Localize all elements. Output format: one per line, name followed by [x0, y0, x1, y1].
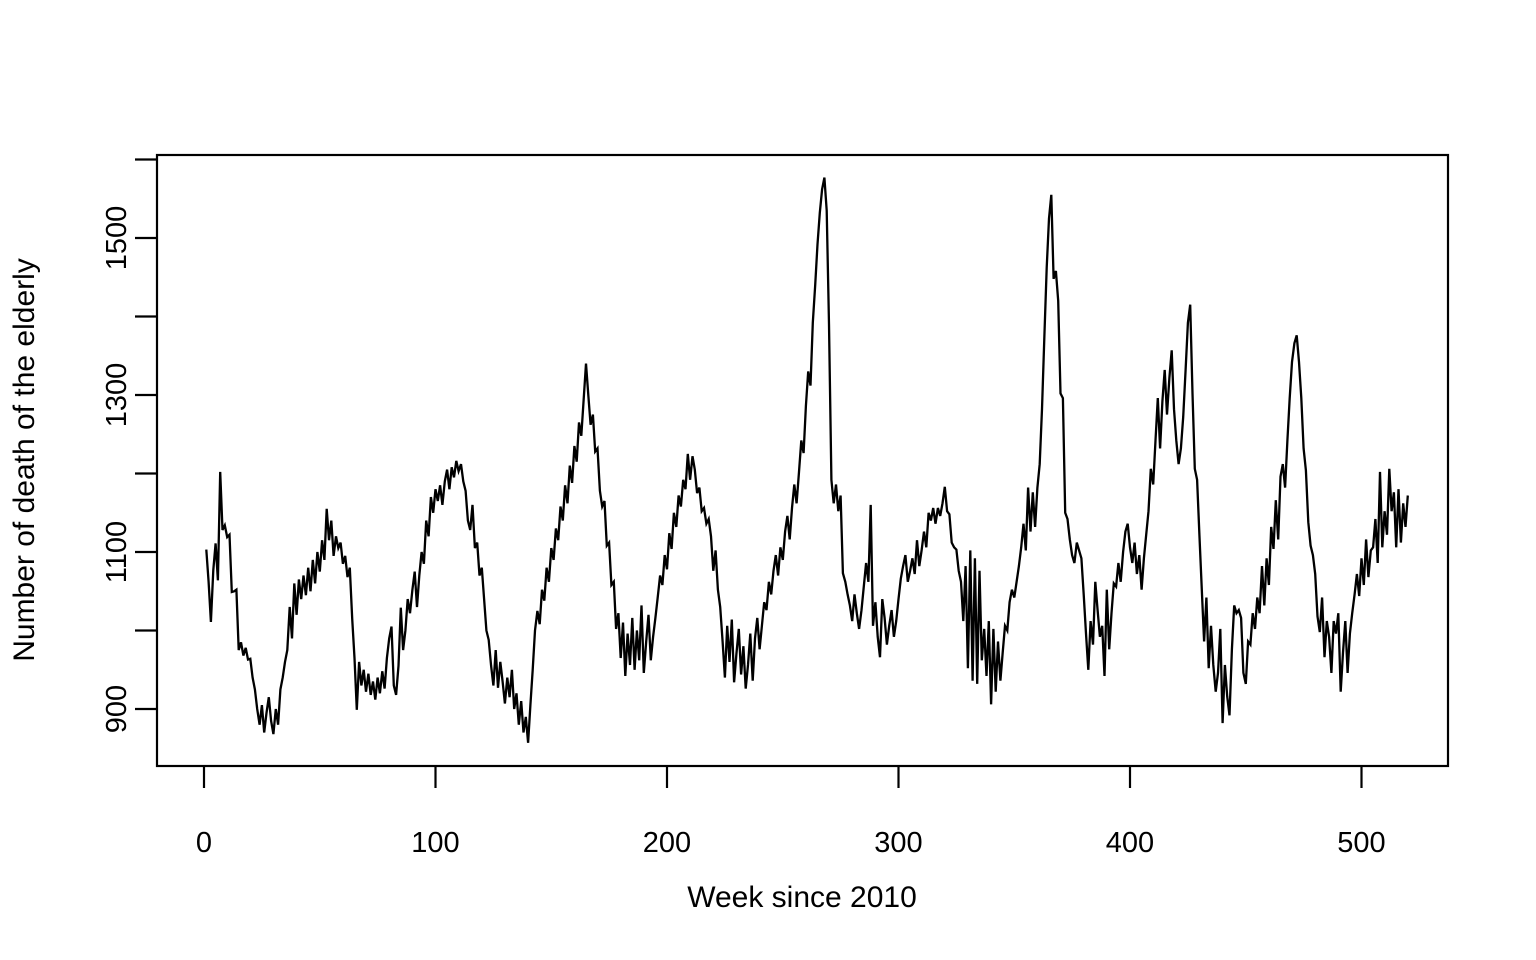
y-tick-label: 1500: [101, 206, 133, 271]
y-tick-label: 1100: [101, 521, 133, 583]
x-tick-label: 500: [1337, 827, 1385, 859]
plot-frame: [155, 153, 1450, 768]
x-axis-title: Week since 2010: [687, 881, 917, 914]
y-tick-label: 1300: [101, 363, 133, 428]
x-tick-label: 100: [411, 827, 459, 859]
x-tick-label: 200: [643, 827, 691, 859]
y-axis-ticks: 900 1100 1300 1500: [101, 158, 157, 733]
y-tick-label: 900: [101, 685, 133, 733]
x-tick-label: 400: [1106, 827, 1154, 859]
x-tick-label: 0: [196, 827, 212, 859]
x-axis-ticks: 0 100 200 300 400 500: [196, 766, 1386, 859]
data-line: [205, 177, 1409, 743]
x-tick-label: 300: [874, 827, 922, 859]
y-axis-title: Number of death of the elderly: [8, 258, 41, 662]
data-series: [205, 177, 1409, 743]
